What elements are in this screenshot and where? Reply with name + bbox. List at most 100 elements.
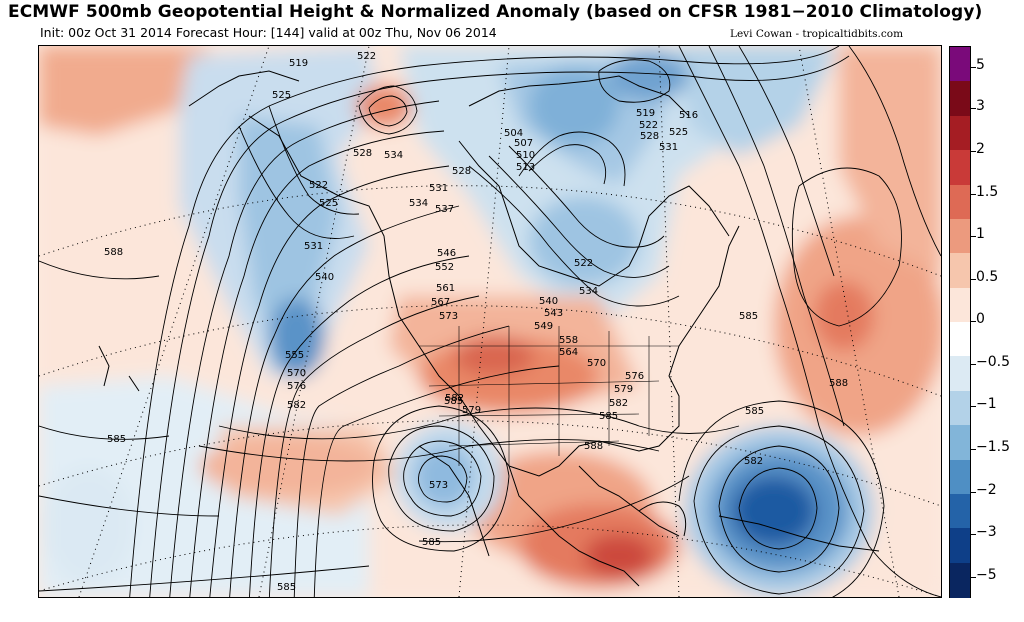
contour-label: 528 [452, 166, 471, 177]
contour-label: 585 [444, 396, 463, 407]
legend-color-swatch [950, 218, 970, 254]
contour-labels: 522 519 525 528 534 522 525 531 534 537 … [104, 51, 848, 593]
coastlines [98, 70, 880, 587]
contour-label: 573 [439, 311, 458, 322]
legend-tick [970, 108, 976, 109]
contour-label: 585 [745, 406, 764, 417]
legend-color-swatch [950, 253, 970, 289]
state-borders [419, 326, 679, 466]
contour-label: 516 [679, 110, 698, 121]
legend-tick-label: 3 [976, 98, 985, 114]
contour-label: 546 [437, 248, 456, 259]
legend-tick-label: −3 [976, 524, 997, 540]
legend-tick [970, 449, 976, 450]
contour-label: 549 [534, 321, 553, 332]
legend-color-swatch [950, 493, 970, 529]
contour-label: 588 [104, 247, 123, 258]
contour-label: 537 [435, 204, 454, 215]
legend-tick-label: 1 [976, 226, 985, 242]
legend-tick [970, 492, 976, 493]
contour-label: 588 [584, 441, 603, 452]
legend-tick [970, 406, 976, 407]
contour-label: 531 [304, 241, 323, 252]
contour-label: 531 [659, 142, 678, 153]
author-credit: Levi Cowan - tropicaltidbits.com [730, 28, 904, 40]
contour-label: 522 [357, 51, 376, 62]
contour-label: 504 [504, 128, 523, 139]
legend-color-swatch [950, 322, 970, 357]
legend-tick-label: −1 [976, 396, 997, 412]
legend-color-swatch [950, 356, 970, 392]
legend-tick [970, 279, 976, 280]
legend-tick-label: 2 [976, 141, 985, 157]
legend-tick-label: 0.5 [976, 269, 999, 285]
contour-label: 525 [669, 127, 688, 138]
legend-color-swatch [950, 47, 970, 82]
color-scale-legend [949, 46, 971, 598]
contour-label: 525 [272, 90, 291, 101]
legend-tick [970, 364, 976, 365]
contour-label: 582 [744, 456, 763, 467]
contour-label: 585 [422, 537, 441, 548]
legend-color-swatch [950, 115, 970, 151]
legend-color-swatch [950, 287, 970, 323]
legend-tick [970, 321, 976, 322]
contour-label: 528 [353, 148, 372, 159]
contour-label: 558 [559, 335, 578, 346]
contour-label: 582 [287, 400, 306, 411]
legend-color-swatch [950, 425, 970, 460]
map-title: ECMWF 500mb Geopotential Height & Normal… [8, 2, 983, 22]
legend-tick [970, 236, 976, 237]
contour-label: 585 [739, 311, 758, 322]
contour-label: 582 [609, 398, 628, 409]
legend-tick [970, 151, 976, 152]
contour-label: 531 [429, 183, 448, 194]
legend-tick [970, 67, 976, 68]
contour-label: 570 [587, 358, 606, 369]
legend-color-swatch [950, 459, 970, 495]
contour-label: 522 [574, 258, 593, 269]
contour-label: 576 [287, 381, 306, 392]
legend-color-swatch [950, 81, 970, 117]
contour-label: 522 [309, 180, 328, 191]
legend-color-swatch [950, 184, 970, 220]
contour-label: 540 [539, 296, 558, 307]
contour-label: 585 [107, 434, 126, 445]
legend-tick-label: 1.5 [976, 184, 999, 200]
contour-label: 534 [579, 286, 598, 297]
legend-color-swatch [950, 528, 970, 564]
contour-label: 525 [319, 198, 338, 209]
lat-lon-grid [39, 46, 941, 597]
contour-label: 534 [384, 150, 403, 161]
contour-label: 573 [429, 480, 448, 491]
contour-label: 564 [559, 347, 578, 358]
contour-label: 588 [829, 378, 848, 389]
legend-tick-label: 0 [976, 311, 985, 327]
forecast-init-valid-line: Init: 00z Oct 31 2014 Forecast Hour: [14… [40, 25, 497, 40]
legend-color-swatch [950, 562, 970, 598]
legend-tick-label: 5 [976, 57, 985, 73]
contour-label: 522 [639, 120, 658, 131]
anomaly-map: 522 519 525 528 534 522 525 531 534 537 … [38, 45, 942, 598]
contour-label: 543 [544, 308, 563, 319]
contour-label: 561 [436, 283, 455, 294]
contour-label: 513 [516, 162, 535, 173]
contour-label: 555 [285, 350, 304, 361]
contour-label: 570 [287, 368, 306, 379]
legend-color-swatch [950, 390, 970, 426]
map-graphic: 522 519 525 528 534 522 525 531 534 537 … [39, 46, 941, 597]
contour-label: 582 [445, 393, 464, 404]
contour-label: 534 [409, 198, 428, 209]
contour-label: 540 [315, 272, 334, 283]
legend-tick-label: −2 [976, 482, 997, 498]
height-contours [39, 46, 941, 597]
contour-label: 579 [614, 384, 633, 395]
legend-tick-label: −5 [976, 567, 997, 583]
legend-tick [970, 194, 976, 195]
legend-tick-label: −0.5 [976, 354, 1010, 370]
contour-label: 552 [435, 262, 454, 273]
contour-label: 519 [289, 58, 308, 69]
contour-label: 579 [462, 405, 481, 416]
contour-label: 576 [625, 371, 644, 382]
contour-label: 567 [431, 297, 450, 308]
